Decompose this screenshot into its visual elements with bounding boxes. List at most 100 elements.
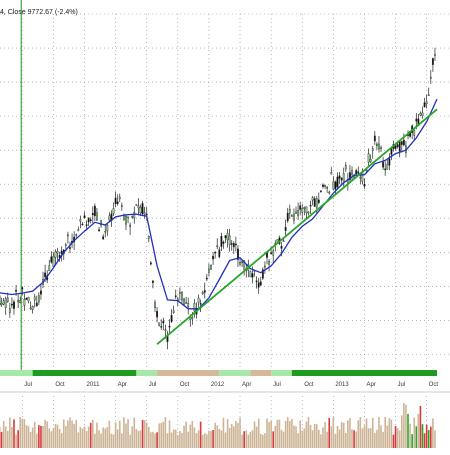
candle-down: [432, 58, 433, 64]
candle-up: [78, 230, 79, 231]
time-axis-tick-label: Apr: [366, 382, 375, 388]
candle-up: [105, 231, 106, 232]
volume-bar: [104, 428, 106, 448]
volume-bar: [389, 418, 391, 448]
volume-bar: [368, 428, 370, 448]
volume-bar: [82, 429, 84, 448]
candle-down: [252, 274, 253, 278]
volume-bar: [11, 427, 13, 448]
volume-bar: [330, 426, 332, 448]
volume-bar: [355, 432, 357, 448]
volume-bar: [210, 431, 212, 448]
volume-bar: [415, 426, 417, 448]
candle-up: [28, 297, 29, 301]
volume-bar: [310, 425, 312, 448]
volume-bar: [409, 424, 411, 448]
candle-up: [119, 197, 120, 199]
volume-bar: [345, 433, 347, 448]
candle-down: [82, 224, 83, 225]
volume-bar: [401, 415, 403, 448]
candle-down: [337, 177, 338, 187]
volume-bar: [156, 432, 158, 448]
volume-bar: [360, 417, 362, 448]
candle-up: [239, 262, 240, 264]
candle-up: [192, 317, 193, 319]
volume-bar: [9, 418, 11, 448]
candle-up: [295, 212, 296, 214]
candle-down: [117, 202, 118, 204]
volume-bar: [270, 421, 272, 448]
volume-bar: [158, 423, 160, 448]
volume-bar: [287, 417, 289, 448]
candle-up: [414, 130, 415, 135]
candle-down: [384, 169, 385, 170]
candle-down: [86, 225, 87, 226]
candle-down: [221, 236, 222, 246]
candle-down: [256, 281, 257, 282]
candle-down: [44, 273, 45, 277]
volume-bar: [34, 422, 36, 448]
volume-bar: [335, 434, 337, 448]
time-axis-tick-label: 2011: [87, 382, 101, 388]
volume-bar: [30, 432, 32, 448]
candle-up: [148, 236, 149, 238]
candle-down: [299, 206, 300, 210]
volume-bar: [146, 423, 148, 448]
volume-bar: [206, 434, 208, 448]
volume-bar: [252, 430, 254, 448]
volume-bar: [177, 435, 179, 448]
volume-bar: [264, 433, 266, 448]
candle-down: [94, 206, 95, 216]
volume-bar: [84, 427, 86, 448]
volume-bar: [397, 428, 399, 448]
candle-down: [322, 185, 323, 187]
time-axis-tick-label: Jul: [24, 382, 32, 388]
volume-bar: [187, 432, 189, 448]
volume-bar: [171, 433, 173, 448]
candle-up: [283, 241, 284, 242]
time-axis-tick-label: Jul: [398, 382, 406, 388]
candle-down: [146, 214, 147, 215]
volume-bar: [250, 432, 252, 448]
volume-bar: [138, 431, 140, 448]
volume-bar: [314, 424, 316, 448]
candle-up: [125, 216, 126, 224]
candle-down: [92, 213, 93, 215]
candle-down: [287, 213, 288, 221]
candle-down: [285, 227, 286, 230]
volume-bar: [326, 432, 328, 448]
volume-bar: [245, 430, 247, 448]
candle-down: [26, 298, 27, 299]
volume-bar: [196, 433, 198, 448]
volume-bar: [239, 417, 241, 448]
volume-bar: [107, 427, 109, 448]
volume-bar: [214, 423, 216, 448]
volume-bar: [395, 426, 397, 448]
volume-bar: [424, 433, 426, 448]
volume-bar: [295, 426, 297, 448]
volume-bar: [297, 433, 299, 448]
volume-bar: [179, 431, 181, 448]
candle-down: [152, 281, 153, 283]
candle-up: [32, 306, 33, 309]
volume-bar: [312, 430, 314, 448]
volume-bar: [7, 431, 9, 448]
volume-bar: [125, 423, 127, 448]
candle-down: [40, 291, 41, 294]
time-axis-tick-label: Apr: [242, 382, 251, 388]
candle-up: [53, 256, 54, 266]
volume-bar: [241, 435, 243, 448]
volume-bar: [328, 418, 330, 448]
volume-bar: [386, 425, 388, 448]
volume-bar: [40, 426, 42, 448]
candle-up: [9, 309, 10, 313]
volume-bar: [57, 425, 59, 448]
volume-bar: [163, 422, 165, 448]
volume-bar: [183, 426, 185, 448]
candle-up: [329, 192, 330, 193]
volume-bar: [173, 429, 175, 448]
candle-up: [422, 113, 423, 116]
volume-bar: [256, 427, 258, 448]
